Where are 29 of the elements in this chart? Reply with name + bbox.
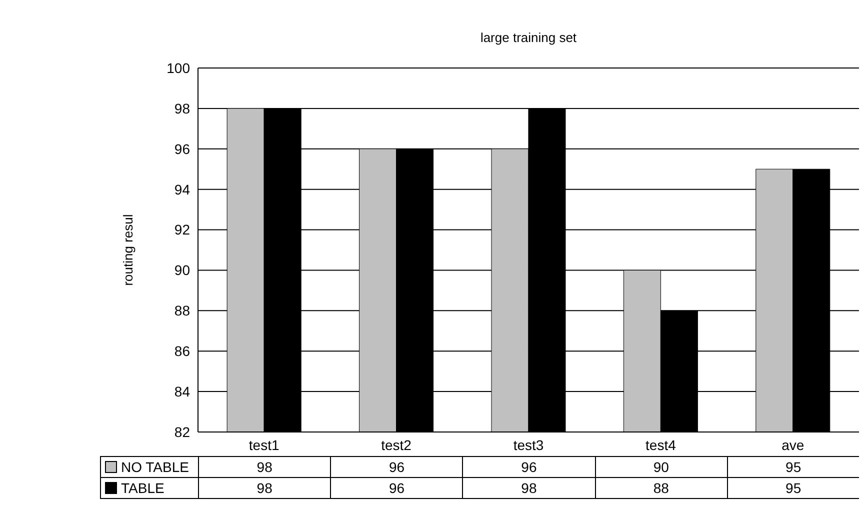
y-tick-label: 94 [174, 181, 190, 198]
y-tick-label: 92 [174, 222, 190, 238]
data-label: 96 [330, 457, 462, 477]
y-tick-label: 82 [174, 424, 190, 440]
data-label: 98 [462, 478, 595, 498]
data-label: 96 [330, 478, 462, 498]
data-label: 98 [198, 457, 330, 477]
legend-label: NO TABLE [121, 459, 189, 475]
x-tick-label: ave [782, 436, 804, 453]
data-label: 98 [198, 478, 330, 498]
y-axis-title: routing resul [120, 214, 136, 286]
data-label: 90 [594, 457, 727, 477]
y-tick-label: 86 [174, 343, 190, 360]
legend-label: TABLE [121, 480, 164, 496]
y-tick-label: 88 [174, 302, 190, 319]
y-tick-label: 98 [174, 100, 190, 116]
x-tick-label: test2 [381, 436, 412, 453]
data-label: 88 [594, 478, 727, 498]
y-tick-label: 100 [166, 60, 190, 76]
chart-title: large training set [479, 30, 578, 45]
y-tick-label: 96 [174, 140, 190, 157]
data-label: 96 [462, 457, 595, 477]
data-label: 95 [726, 478, 859, 498]
x-tick-label: test4 [646, 436, 676, 453]
x-tick-label: test1 [248, 436, 280, 453]
data-label: 95 [726, 457, 859, 477]
y-tick-label: 90 [174, 262, 190, 278]
y-tick-label: 84 [174, 384, 190, 400]
x-tick-label: test3 [513, 436, 544, 453]
